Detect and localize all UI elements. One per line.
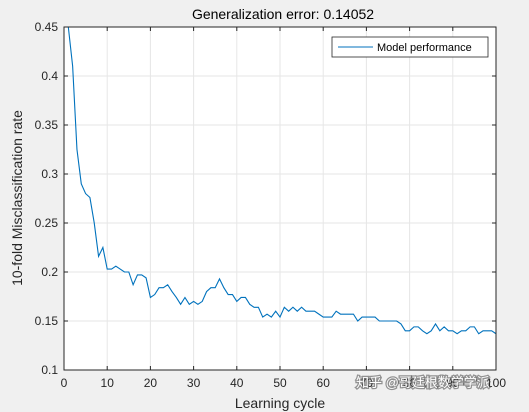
y-tick-label: 0.25 xyxy=(35,216,59,230)
legend-label: Model performance xyxy=(377,42,472,54)
tick-marks xyxy=(63,26,497,371)
x-tick-label: 0 xyxy=(61,376,68,390)
y-tick-labels: 0.1 0.15 0.2 0.25 0.3 0.35 0.4 0.45 xyxy=(35,20,59,377)
y-tick-label: 0.35 xyxy=(35,118,59,132)
y-axis-label: 10-fold Misclassification rate xyxy=(9,110,25,286)
x-tick-label: 10 xyxy=(101,376,115,390)
y-tick-label: 0.45 xyxy=(35,20,59,34)
x-tick-label: 100 xyxy=(486,376,506,390)
x-tick-label: 40 xyxy=(230,376,244,390)
x-tick-label: 90 xyxy=(446,376,460,390)
y-tick-label: 0.1 xyxy=(41,363,58,377)
watermark-text: 知乎 @哥廷根数学学派 xyxy=(356,375,490,390)
y-tick-label: 0.2 xyxy=(41,265,58,279)
chart-title: Generalization error: 0.14052 xyxy=(192,6,374,22)
y-tick-label: 0.15 xyxy=(35,314,59,328)
x-tick-label: 70 xyxy=(360,376,374,390)
watermark: 知乎 @哥廷根数学学派 xyxy=(355,374,491,392)
x-tick-labels: 0 10 20 30 40 50 60 70 80 90 100 xyxy=(61,376,507,390)
x-tick-label: 60 xyxy=(317,376,331,390)
x-axis-label: Learning cycle xyxy=(235,395,325,411)
series-line-model-performance xyxy=(67,26,497,335)
x-tick-label: 20 xyxy=(144,376,158,390)
y-tick-label: 0.3 xyxy=(41,167,58,181)
x-tick-label: 30 xyxy=(187,376,201,390)
y-tick-label: 0.4 xyxy=(41,69,58,83)
legend-box xyxy=(331,36,489,58)
legend: Model performance xyxy=(331,36,489,58)
x-tick-label: 50 xyxy=(273,376,287,390)
x-tick-label: 80 xyxy=(403,376,417,390)
